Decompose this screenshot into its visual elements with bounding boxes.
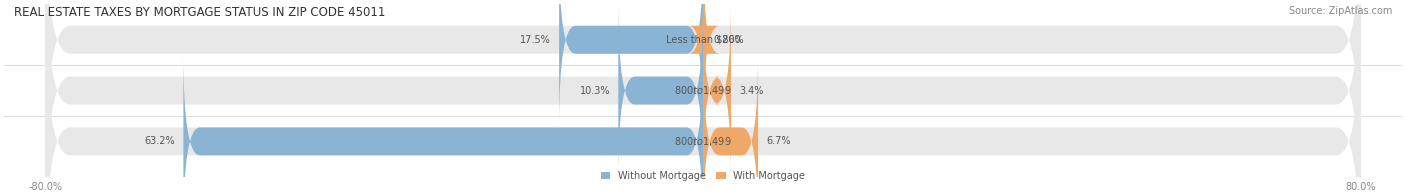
Text: 10.3%: 10.3% bbox=[579, 86, 610, 96]
FancyBboxPatch shape bbox=[703, 54, 758, 196]
Text: 6.7%: 6.7% bbox=[766, 136, 790, 146]
Text: 3.4%: 3.4% bbox=[740, 86, 763, 96]
FancyBboxPatch shape bbox=[689, 0, 720, 127]
Legend: Without Mortgage, With Mortgage: Without Mortgage, With Mortgage bbox=[600, 171, 806, 181]
Text: $800 to $1,499: $800 to $1,499 bbox=[675, 84, 731, 97]
Text: REAL ESTATE TAXES BY MORTGAGE STATUS IN ZIP CODE 45011: REAL ESTATE TAXES BY MORTGAGE STATUS IN … bbox=[14, 6, 385, 19]
Text: Less than $800: Less than $800 bbox=[665, 35, 741, 45]
Text: 0.26%: 0.26% bbox=[713, 35, 744, 45]
FancyBboxPatch shape bbox=[45, 3, 1361, 196]
FancyBboxPatch shape bbox=[619, 3, 703, 178]
FancyBboxPatch shape bbox=[45, 0, 1361, 178]
FancyBboxPatch shape bbox=[183, 54, 703, 196]
FancyBboxPatch shape bbox=[703, 3, 731, 178]
FancyBboxPatch shape bbox=[560, 0, 703, 127]
FancyBboxPatch shape bbox=[45, 0, 1361, 196]
Text: 17.5%: 17.5% bbox=[520, 35, 551, 45]
Text: Source: ZipAtlas.com: Source: ZipAtlas.com bbox=[1288, 6, 1392, 16]
Text: 63.2%: 63.2% bbox=[145, 136, 176, 146]
Text: $800 to $1,499: $800 to $1,499 bbox=[675, 135, 731, 148]
